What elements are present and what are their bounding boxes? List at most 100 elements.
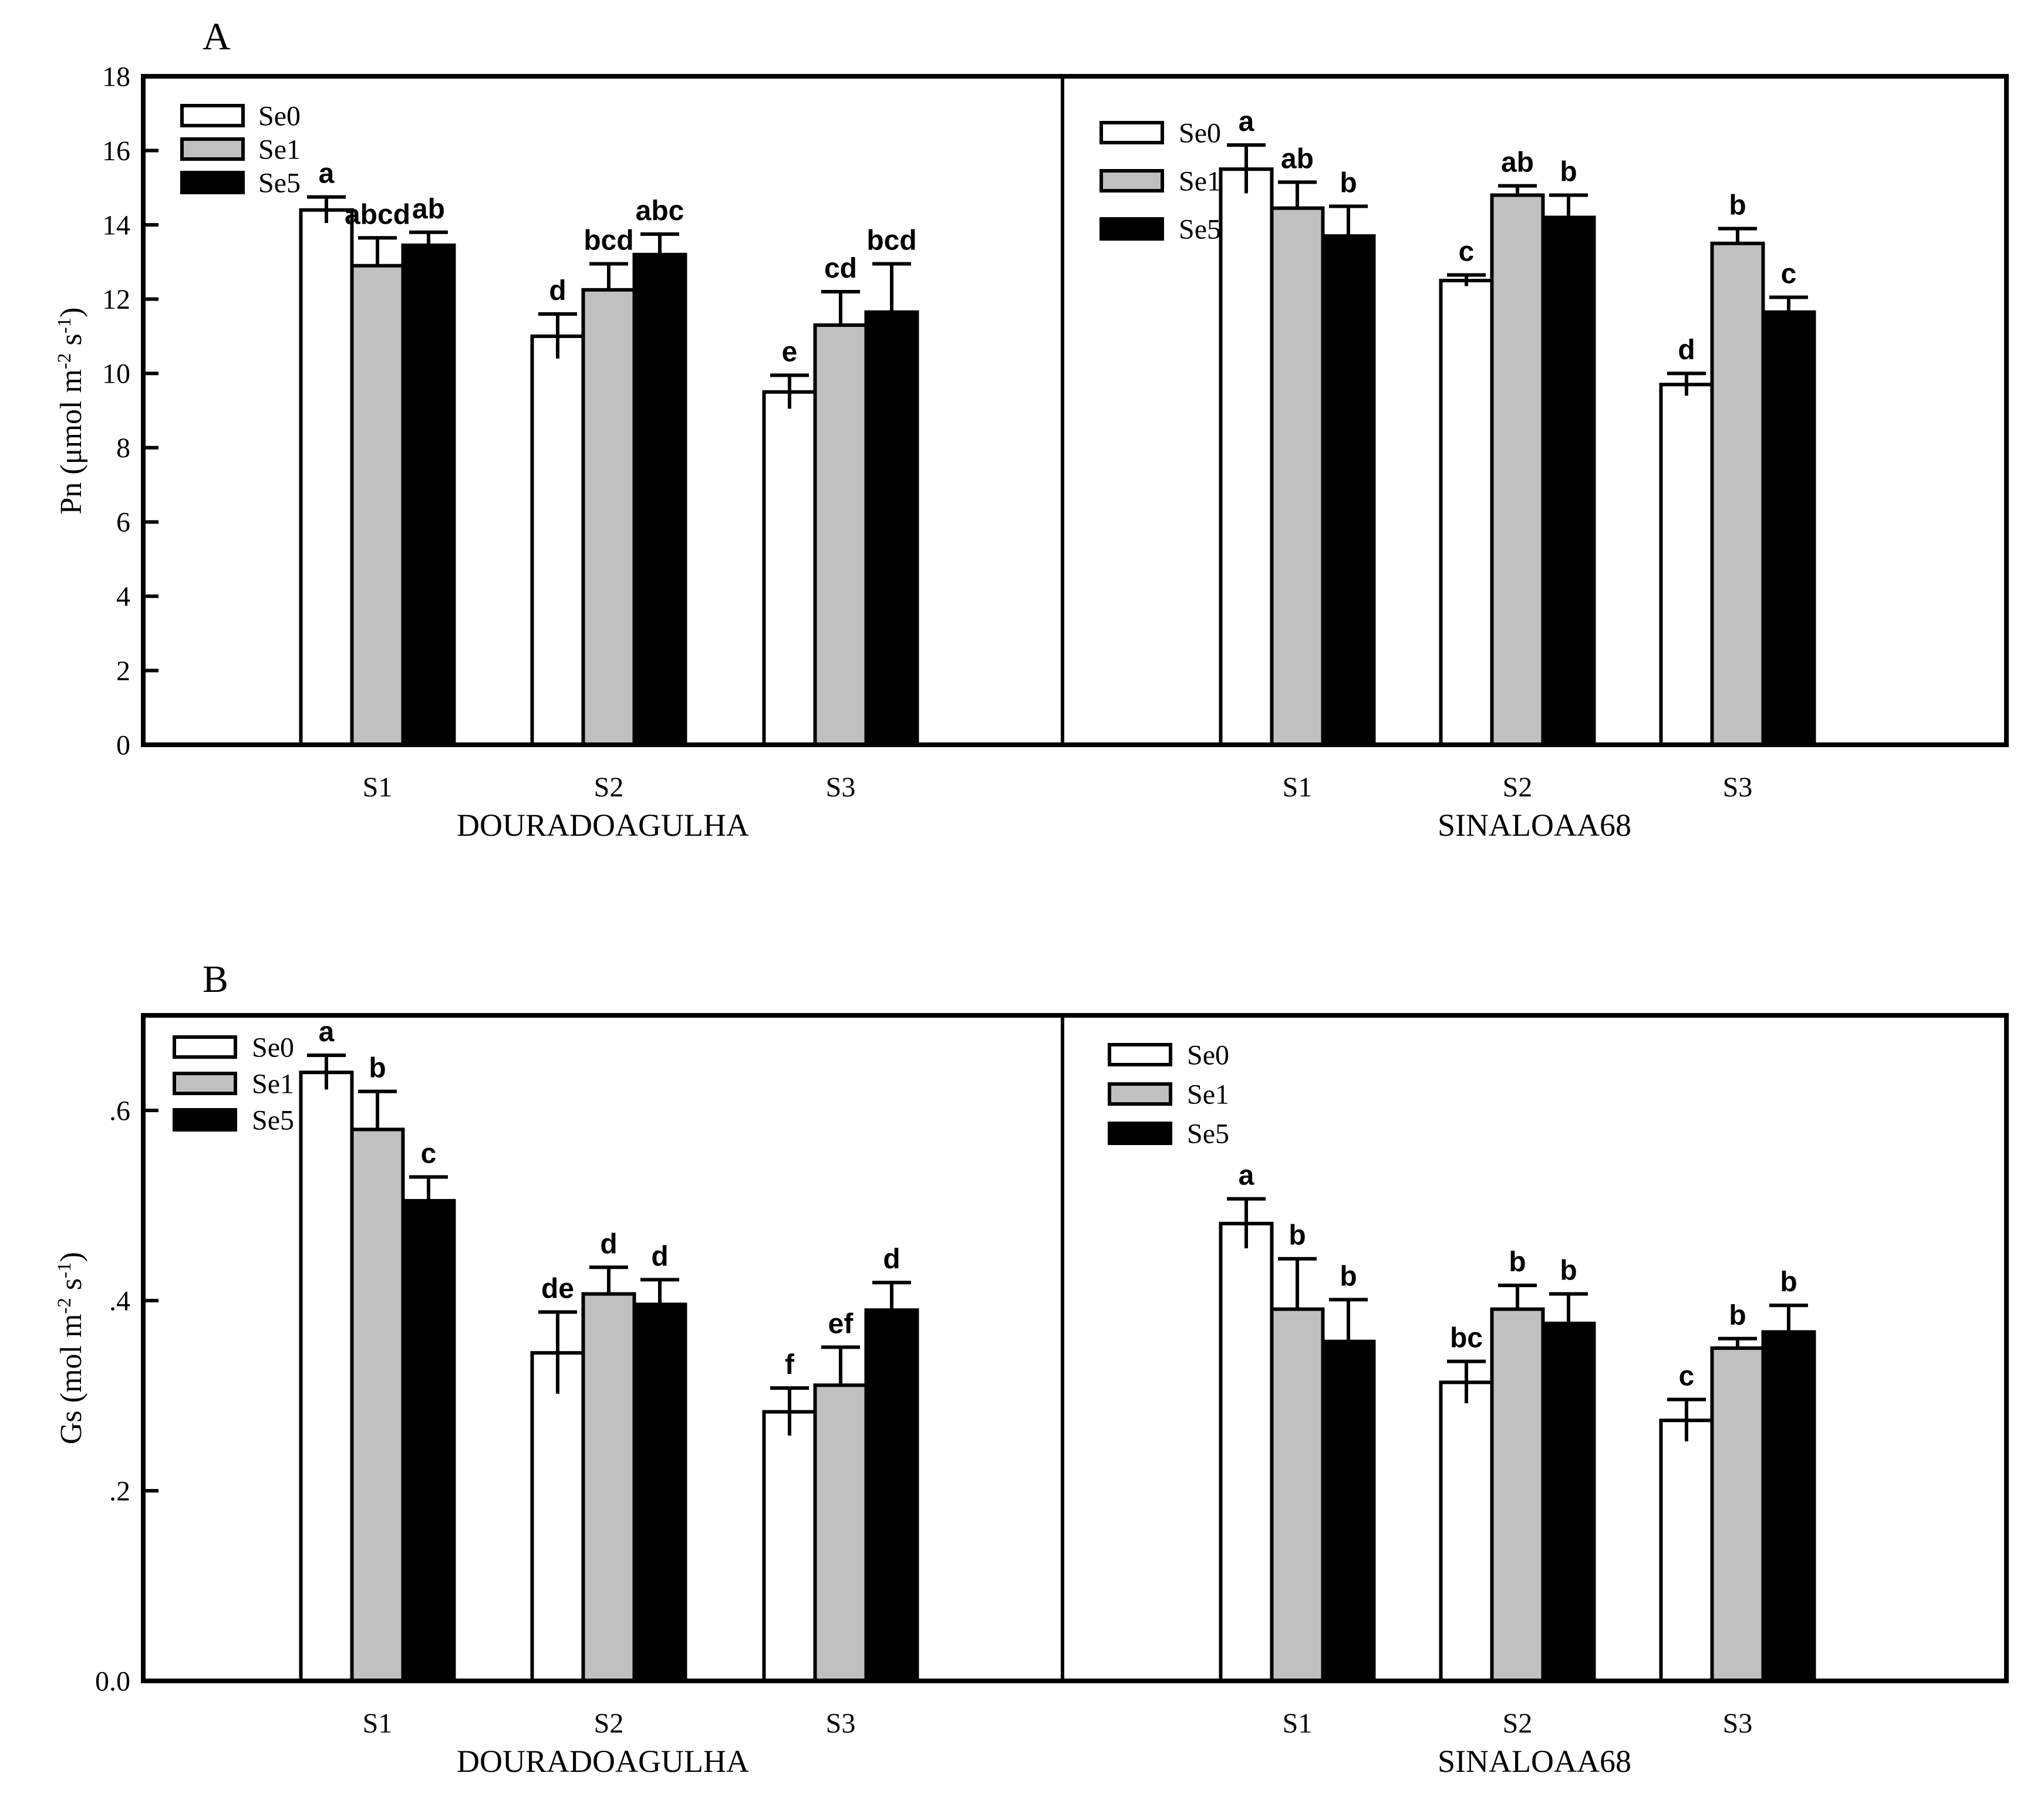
bar-se5-s1	[403, 245, 454, 745]
bar-se1-s2	[583, 1294, 635, 1681]
sig-letter: abcd	[345, 199, 410, 230]
subplot-sinaloaa68: a b b S1 bc b b S2 c b b S3 SINALOAA68 Se0 Se1 Se5	[1108, 1039, 1816, 1779]
sig-letter: a	[319, 158, 335, 190]
subplot-title: SINALOAA68	[1438, 1744, 1631, 1779]
sig-letter: d	[600, 1228, 617, 1260]
bar-se0-s1	[1220, 169, 1272, 745]
legend-swatch-se5	[1108, 1122, 1172, 1145]
bar-se1-s3	[815, 325, 866, 745]
legend-swatch-se5	[1099, 217, 1164, 241]
bar-se5-s2	[1543, 217, 1594, 745]
bar-se5-s1	[403, 1200, 454, 1681]
legend-label: Se5	[1179, 214, 1221, 245]
sig-letter: cd	[824, 253, 857, 284]
sig-letter: d	[1678, 335, 1695, 366]
legend-label: Se0	[1179, 117, 1221, 148]
bar-se1-s2	[1492, 1309, 1543, 1681]
legend-swatch-se0	[1099, 121, 1164, 144]
legend-label: Se0	[258, 100, 301, 131]
sig-letter: b	[1289, 1220, 1306, 1251]
y-tick-label: 6	[116, 507, 130, 538]
sig-letter: c	[421, 1138, 437, 1169]
y-tick-label: 14	[102, 210, 130, 241]
legend-swatch-se0	[1108, 1043, 1172, 1066]
sig-letter: ab	[1281, 143, 1314, 174]
bar-se5-s1	[1323, 236, 1374, 745]
y-tick-label: 16	[102, 136, 130, 167]
x-group-label: S1	[1283, 772, 1313, 803]
sig-letter: bcd	[866, 225, 916, 256]
sig-letter: a	[319, 1017, 335, 1048]
sig-letter: bcd	[583, 225, 633, 256]
bar-se5-s3	[866, 1310, 918, 1681]
y-tick-label: 4	[116, 581, 130, 612]
sig-letter: d	[549, 275, 566, 306]
y-tick-label: 18	[102, 61, 130, 92]
sig-letter: b	[1560, 1255, 1577, 1287]
x-group-label: S2	[594, 772, 624, 803]
x-group-label: S1	[363, 772, 393, 803]
sig-letter: b	[1509, 1247, 1526, 1278]
bar-se1-s3	[815, 1385, 866, 1681]
sig-letter: d	[883, 1244, 900, 1275]
x-group-label: S1	[1283, 1708, 1313, 1739]
sig-letter: e	[782, 336, 798, 367]
bar-se0-s2	[1441, 281, 1492, 745]
bar-se1-s1	[352, 265, 403, 745]
x-group-label: S3	[1723, 772, 1753, 803]
y-tick-label: .4	[109, 1285, 130, 1316]
bar-se0-s3	[1661, 1420, 1712, 1681]
bar-se1-s1	[352, 1129, 403, 1681]
bar-se1-s1	[1271, 208, 1323, 745]
subplot-title: SINALOAA68	[1438, 808, 1631, 843]
bar-se5-s2	[634, 1304, 686, 1681]
legend-swatch-se5	[180, 171, 245, 194]
legend-swatch-se1	[180, 137, 245, 161]
sig-letter: c	[1679, 1360, 1695, 1392]
sig-letter: ab	[412, 194, 445, 225]
bar-se5-s2	[634, 254, 686, 745]
x-group-label: S3	[826, 1708, 856, 1739]
bar-se5-s2	[1543, 1323, 1594, 1681]
bar-se5-s1	[1323, 1341, 1374, 1681]
panel-letter: B	[203, 958, 228, 1001]
y-tick-label: 0	[116, 730, 130, 761]
legend-label: Se1	[1187, 1079, 1229, 1110]
bar-se1-s2	[583, 289, 635, 745]
sig-letter: b	[369, 1053, 386, 1084]
subplot-title: DOURADOAGULHA	[457, 1744, 749, 1779]
y-tick-label: 10	[102, 359, 130, 390]
bar-se5-s3	[866, 312, 918, 745]
plot-frame	[141, 74, 2009, 747]
bar-se5-s3	[1763, 312, 1814, 745]
y-tick-label: 0.0	[95, 1666, 130, 1697]
x-group-label: S3	[826, 772, 856, 803]
bar-se0-s1	[301, 1072, 352, 1681]
bar-se0-s1	[301, 210, 352, 745]
sig-letter: abc	[636, 195, 684, 227]
sig-letter: a	[1239, 106, 1254, 137]
y-axis-label: Pn (μmol m-2 s-1)	[54, 307, 88, 514]
sig-letter: b	[1340, 167, 1357, 198]
bar-se0-s1	[1220, 1223, 1272, 1681]
legend-swatch-se1	[1099, 169, 1164, 193]
plot-frame	[141, 1013, 2009, 1683]
y-tick-label: 2	[116, 656, 130, 687]
bar-se0-s3	[764, 391, 815, 745]
legend-label: Se1	[252, 1068, 294, 1099]
x-group-label: S2	[1503, 1708, 1533, 1739]
sig-letter: b	[1729, 190, 1746, 221]
sig-letter: b	[1340, 1261, 1357, 1292]
y-axis-label: Gs (mol m-2 s-1)	[54, 1252, 88, 1444]
y-tick-label: .6	[109, 1095, 130, 1126]
sig-letter: b	[1560, 156, 1577, 187]
sig-letter: c	[1781, 259, 1797, 290]
sig-letter: d	[651, 1241, 668, 1272]
legend-label: Se0	[252, 1032, 294, 1063]
bar-se1-s2	[1492, 195, 1543, 745]
sig-letter: de	[541, 1273, 574, 1304]
x-group-label: S2	[1503, 772, 1533, 803]
